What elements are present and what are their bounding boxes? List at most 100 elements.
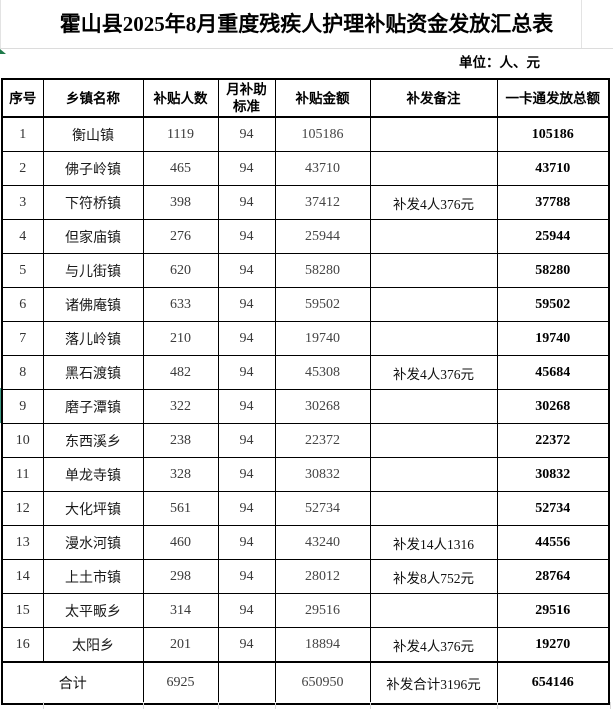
cell-no[interactable]: 1 <box>1 116 44 152</box>
cell-total[interactable]: 58280 <box>496 253 610 288</box>
cell-total-grand[interactable]: 654146 <box>496 661 610 705</box>
cell-amount[interactable]: 58280 <box>274 253 371 288</box>
cell-count[interactable]: 465 <box>142 151 219 186</box>
cell-count[interactable]: 398 <box>142 185 219 220</box>
cell-standard[interactable]: 94 <box>217 151 276 186</box>
cell-count[interactable]: 561 <box>142 491 219 526</box>
cell-no[interactable]: 7 <box>1 321 44 356</box>
cell-no[interactable]: 6 <box>1 287 44 322</box>
cell-remark[interactable]: 补发4人376元 <box>369 627 498 663</box>
cell-count[interactable]: 620 <box>142 253 219 288</box>
cell-total[interactable]: 28764 <box>496 559 610 594</box>
cell-standard[interactable]: 94 <box>217 525 276 560</box>
cell-town[interactable]: 大化坪镇 <box>42 491 144 526</box>
cell-standard[interactable]: 94 <box>217 491 276 526</box>
cell-total[interactable]: 19270 <box>496 627 610 663</box>
cell-count[interactable]: 238 <box>142 423 219 458</box>
cell-standard[interactable]: 94 <box>217 389 276 424</box>
cell-remark[interactable]: 补发8人752元 <box>369 559 498 594</box>
cell-remark[interactable] <box>369 389 498 424</box>
cell-amount[interactable]: 59502 <box>274 287 371 322</box>
header-town-name[interactable]: 乡镇名称 <box>42 78 144 118</box>
cell-total[interactable]: 37788 <box>496 185 610 220</box>
cell-no[interactable]: 2 <box>1 151 44 186</box>
cell-amount[interactable]: 29516 <box>274 593 371 628</box>
header-serial-number[interactable]: 序号 <box>1 78 44 118</box>
cell-count[interactable]: 633 <box>142 287 219 322</box>
header-subsidy-count[interactable]: 补贴人数 <box>142 78 219 118</box>
cell-no[interactable]: 5 <box>1 253 44 288</box>
cell-amount[interactable]: 18894 <box>274 627 371 663</box>
cell-standard[interactable]: 94 <box>217 185 276 220</box>
cell-town[interactable]: 黑石渡镇 <box>42 355 144 390</box>
cell-total[interactable]: 30832 <box>496 457 610 492</box>
cell-remark[interactable]: 补发14人1316 <box>369 525 498 560</box>
cell-remark[interactable] <box>369 593 498 628</box>
cell-standard[interactable]: 94 <box>217 116 276 152</box>
cell-town[interactable]: 与儿街镇 <box>42 253 144 288</box>
cell-town[interactable]: 漫水河镇 <box>42 525 144 560</box>
cell-amount[interactable]: 25944 <box>274 219 371 254</box>
cell-count[interactable]: 328 <box>142 457 219 492</box>
cell-total[interactable]: 59502 <box>496 287 610 322</box>
cell-no[interactable]: 9 <box>1 389 44 424</box>
cell-standard[interactable]: 94 <box>217 627 276 663</box>
cell-total[interactable]: 25944 <box>496 219 610 254</box>
cell-town[interactable]: 太平畈乡 <box>42 593 144 628</box>
cell-count[interactable]: 460 <box>142 525 219 560</box>
cell-standard[interactable]: 94 <box>217 559 276 594</box>
cell-remark[interactable]: 补发4人376元 <box>369 185 498 220</box>
cell-no[interactable]: 15 <box>1 593 44 628</box>
cell-remark[interactable] <box>369 457 498 492</box>
cell-total-remark[interactable]: 补发合计3196元 <box>369 661 498 705</box>
cell-town[interactable]: 但家庙镇 <box>42 219 144 254</box>
cell-remark[interactable] <box>369 253 498 288</box>
cell-standard[interactable]: 94 <box>217 287 276 322</box>
cell-remark[interactable] <box>369 151 498 186</box>
cell-no[interactable]: 16 <box>1 627 44 663</box>
cell-standard[interactable]: 94 <box>217 219 276 254</box>
cell-total[interactable]: 22372 <box>496 423 610 458</box>
header-card-total[interactable]: 一卡通发放总额 <box>496 78 610 118</box>
cell-count[interactable]: 276 <box>142 219 219 254</box>
cell-total[interactable]: 52734 <box>496 491 610 526</box>
cell-count[interactable]: 201 <box>142 627 219 663</box>
cell-remark[interactable] <box>369 116 498 152</box>
cell-standard[interactable]: 94 <box>217 355 276 390</box>
cell-total[interactable]: 44556 <box>496 525 610 560</box>
cell-no[interactable]: 11 <box>1 457 44 492</box>
cell-town[interactable]: 诸佛庵镇 <box>42 287 144 322</box>
cell-no[interactable]: 14 <box>1 559 44 594</box>
cell-total[interactable]: 30268 <box>496 389 610 424</box>
cell-total-amount[interactable]: 650950 <box>274 661 371 705</box>
cell-no[interactable]: 13 <box>1 525 44 560</box>
cell-total[interactable]: 45684 <box>496 355 610 390</box>
header-monthly-standard[interactable]: 月补助标准 <box>217 78 276 118</box>
cell-standard[interactable]: 94 <box>217 253 276 288</box>
cell-town[interactable]: 下符桥镇 <box>42 185 144 220</box>
cell-remark[interactable] <box>369 287 498 322</box>
cell-count[interactable]: 1119 <box>142 116 219 152</box>
cell-standard[interactable]: 94 <box>217 593 276 628</box>
cell-total[interactable]: 19740 <box>496 321 610 356</box>
cell-remark[interactable] <box>369 321 498 356</box>
cell-count[interactable]: 314 <box>142 593 219 628</box>
cell-amount[interactable]: 43710 <box>274 151 371 186</box>
cell-amount[interactable]: 37412 <box>274 185 371 220</box>
cell-remark[interactable] <box>369 491 498 526</box>
cell-town[interactable]: 衡山镇 <box>42 116 144 152</box>
cell-town[interactable]: 佛子岭镇 <box>42 151 144 186</box>
cell-no[interactable]: 3 <box>1 185 44 220</box>
cell-standard[interactable]: 94 <box>217 457 276 492</box>
cell-standard[interactable]: 94 <box>217 423 276 458</box>
cell-remark[interactable]: 补发4人376元 <box>369 355 498 390</box>
cell-amount[interactable]: 30832 <box>274 457 371 492</box>
cell-total-standard[interactable] <box>217 661 276 705</box>
cell-count[interactable]: 482 <box>142 355 219 390</box>
cell-total[interactable]: 29516 <box>496 593 610 628</box>
cell-town[interactable]: 太阳乡 <box>42 627 144 663</box>
cell-amount[interactable]: 52734 <box>274 491 371 526</box>
header-supplement-remark[interactable]: 补发备注 <box>369 78 498 118</box>
cell-standard[interactable]: 94 <box>217 321 276 356</box>
cell-no[interactable]: 4 <box>1 219 44 254</box>
